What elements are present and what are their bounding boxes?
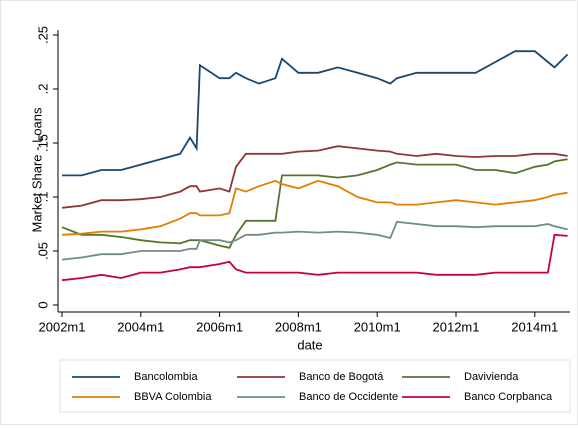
legend-label: Banco de Bogotá <box>299 371 384 383</box>
x-tick-label: 2012m1 <box>433 319 480 334</box>
x-axis-label: date <box>297 337 322 352</box>
series-line <box>61 145 568 209</box>
y-tick-label: .2 <box>35 84 50 95</box>
series-line <box>61 233 568 282</box>
legend-box <box>59 359 571 413</box>
series-line <box>62 50 569 177</box>
series-line <box>61 179 568 236</box>
x-tick-label: 2004m1 <box>117 319 164 334</box>
y-axis-label: Market Share - Loans <box>29 107 44 233</box>
legend-label: Davivienda <box>464 371 519 383</box>
legend-label: Banco de Occidente <box>299 391 398 403</box>
series-line <box>61 220 568 261</box>
x-tick-label: 2006m1 <box>196 319 243 334</box>
y-tick-label: .15 <box>35 134 50 152</box>
y-tick-label: .1 <box>35 192 50 203</box>
x-tick-label: 2008m1 <box>275 319 322 334</box>
legend-label: BBVA Colombia <box>134 391 212 403</box>
series-line <box>61 158 568 249</box>
x-tick-label: 2014m1 <box>511 319 558 334</box>
x-tick-label: 2002m1 <box>39 319 86 334</box>
legend-label: Bancolombia <box>134 371 198 383</box>
y-tick-label: .05 <box>35 242 50 260</box>
y-tick-label: 0 <box>35 301 50 308</box>
y-tick-label: .25 <box>35 26 50 44</box>
legend-label: Banco Corpbanca <box>464 391 553 403</box>
x-tick-label: 2010m1 <box>354 319 401 334</box>
